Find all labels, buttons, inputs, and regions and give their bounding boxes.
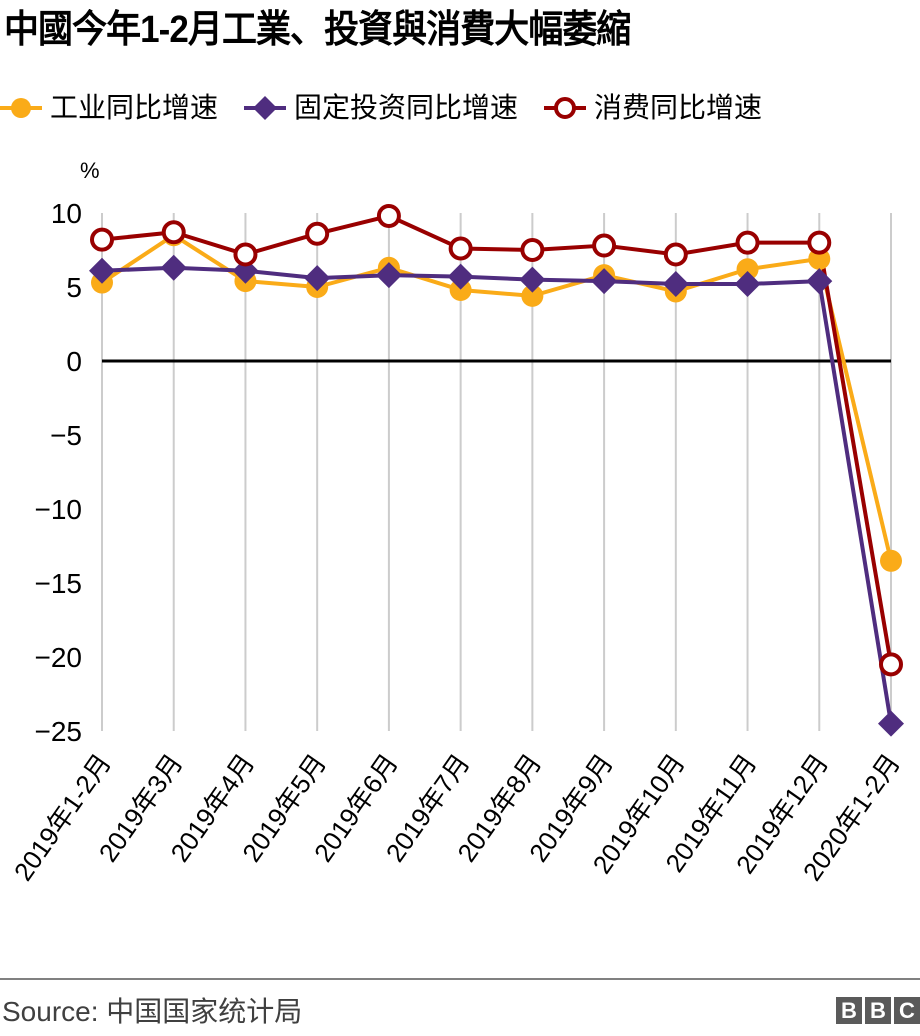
chart-title: 中國今年1-2月工業、投資與消費大幅萎縮 <box>4 9 631 51</box>
data-point <box>734 271 761 298</box>
y-tick-label: −15 <box>35 568 83 599</box>
data-point <box>519 266 546 293</box>
y-tick-label: 10 <box>51 198 82 229</box>
data-point <box>806 268 833 295</box>
data-point <box>305 221 330 246</box>
legend-label: 工业同比增速 <box>50 92 219 123</box>
markers-2 <box>90 203 903 677</box>
y-axis-labels: 10 5 0 −5 −10 −15 −20 −25 <box>35 198 83 747</box>
data-point <box>375 262 402 289</box>
legend-label: 固定投资同比增速 <box>294 92 519 123</box>
data-point <box>449 278 472 301</box>
circle-marker-icon <box>0 98 42 118</box>
gridlines <box>101 213 892 731</box>
legend-item-consumption: 消费同比增速 <box>544 88 762 128</box>
y-tick-label: 0 <box>66 346 82 377</box>
data-point <box>735 230 760 255</box>
legend-item-industry: 工业同比增速 <box>0 88 218 128</box>
hollow-circle-marker-icon <box>544 97 587 119</box>
bbc-logo-letter: B <box>865 997 891 1024</box>
legend: 工业同比增速 固定投资同比增速 消费同比增速 <box>0 86 788 130</box>
series-0 <box>100 233 893 562</box>
data-point <box>663 242 688 267</box>
source-note: Source: 中国国家统计局 <box>2 996 303 1027</box>
data-point <box>736 258 759 281</box>
y-tick-label: −25 <box>35 716 83 747</box>
legend-label: 消费同比增速 <box>594 92 763 123</box>
data-point <box>662 271 689 298</box>
bbc-logo: B B C <box>833 997 920 1024</box>
data-point <box>90 227 114 252</box>
diamond-marker-icon <box>244 96 287 120</box>
footer-divider <box>0 978 920 980</box>
y-tick-label: 5 <box>66 272 82 303</box>
data-point <box>161 220 186 245</box>
bbc-logo-letter: B <box>836 997 862 1024</box>
data-point <box>448 236 473 261</box>
data-point <box>807 230 832 255</box>
series-1 <box>101 265 893 724</box>
data-point <box>879 652 903 677</box>
data-point <box>376 203 401 228</box>
bbc-logo-letter: C <box>894 997 920 1024</box>
data-point <box>160 254 187 281</box>
data-point <box>233 242 258 267</box>
data-point <box>520 238 545 262</box>
y-tick-label: −20 <box>35 642 83 673</box>
series <box>89 203 904 737</box>
legend-item-investment: 固定投资同比增速 <box>244 88 518 128</box>
y-tick-label: −5 <box>50 420 82 451</box>
data-point <box>304 265 331 292</box>
data-point <box>880 549 902 572</box>
y-tick-label: −10 <box>35 494 83 525</box>
data-point <box>591 268 618 295</box>
y-axis-unit: % <box>80 158 100 183</box>
data-point <box>89 257 115 284</box>
markers-1 <box>89 254 904 737</box>
x-tick-label: 2019年1-2月 <box>8 748 117 886</box>
line-chart: % 10 5 0 −5 −10 −15 −20 −252019年1-2月2019年3月2019年… <box>8 158 906 886</box>
data-point <box>878 710 904 737</box>
x-axis-labels: 2019年1-2月2019年3月2019年4月2019年5月2019年6月201… <box>8 748 906 886</box>
data-point <box>808 247 831 270</box>
data-point <box>447 263 474 290</box>
data-point <box>592 233 617 258</box>
data-point <box>521 284 544 307</box>
